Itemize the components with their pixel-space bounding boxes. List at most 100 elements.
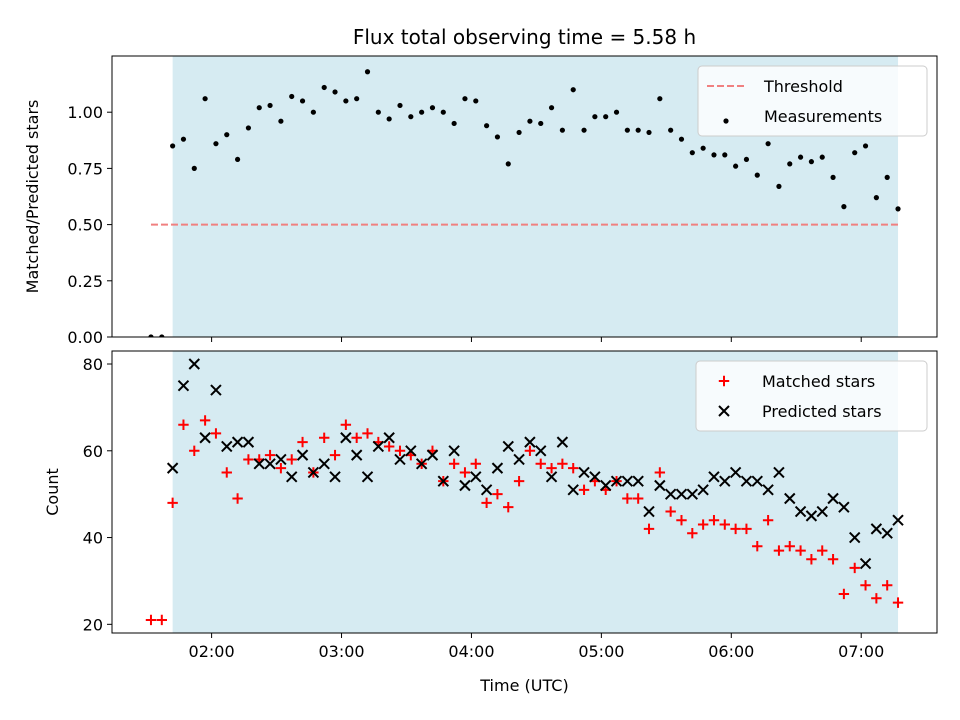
x-tick-label: 07:00 — [838, 642, 884, 661]
x-axis-label: Time (UTC) — [479, 676, 568, 695]
measurements-point — [441, 110, 446, 115]
measurements-point — [830, 175, 835, 180]
measurements-point — [581, 128, 586, 133]
measurements-point — [278, 119, 283, 124]
measurements-point — [408, 114, 413, 119]
measurements-point — [755, 173, 760, 178]
measurements-point — [527, 119, 532, 124]
y-axis-label: Matched/Predicted stars — [23, 100, 42, 294]
measurements-point — [646, 130, 651, 135]
measurements-point — [863, 143, 868, 148]
matched-stars-point — [157, 615, 167, 625]
measurements-point — [820, 155, 825, 160]
measurements-point — [701, 146, 706, 151]
measurements-point — [235, 157, 240, 162]
chart-panel-1: 0.00 0.25 0.50 0.75 1.00 Flux total observing… — [23, 25, 937, 347]
chart-figure: 0.00 0.25 0.50 0.75 1.00 Flux total observing… — [0, 0, 960, 720]
measurements-point — [895, 206, 900, 211]
measurements-point — [343, 98, 348, 103]
y-tick-label: 20 — [83, 615, 103, 634]
legend-measurements-swatch — [723, 118, 728, 123]
measurements-point — [224, 132, 229, 137]
measurements-point — [506, 161, 511, 166]
measurements-point — [203, 96, 208, 101]
measurements-point — [181, 137, 186, 142]
legend-label: Matched stars — [762, 372, 875, 391]
measurements-point — [289, 94, 294, 99]
measurements-point — [419, 110, 424, 115]
measurements-point — [885, 175, 890, 180]
measurements-point — [538, 121, 543, 126]
y-tick-label: 0.75 — [67, 159, 103, 178]
x-tick-label: 03:00 — [318, 642, 364, 661]
measurements-point — [766, 141, 771, 146]
measurements-point — [311, 110, 316, 115]
measurements-point — [300, 98, 305, 103]
measurements-point — [809, 159, 814, 164]
y-tick-label: 40 — [83, 529, 103, 548]
measurements-point — [484, 123, 489, 128]
measurements-point — [733, 164, 738, 169]
measurements-point — [657, 96, 662, 101]
measurements-point — [711, 152, 716, 157]
measurements-point — [430, 105, 435, 110]
y-tick-label: 80 — [83, 355, 103, 374]
measurements-point — [841, 204, 846, 209]
measurements-point — [679, 137, 684, 142]
y-tick-label: 0.00 — [67, 328, 103, 347]
measurements-point — [473, 98, 478, 103]
measurements-point — [213, 141, 218, 146]
measurements-point — [495, 134, 500, 139]
measurements-point — [690, 150, 695, 155]
measurements-point — [170, 143, 175, 148]
measurements-point — [462, 96, 467, 101]
measurements-point — [668, 128, 673, 133]
measurements-point — [787, 161, 792, 166]
measurements-point — [452, 121, 457, 126]
measurements-point — [549, 105, 554, 110]
measurements-point — [722, 152, 727, 157]
legend: Matched stars Predicted stars — [696, 361, 927, 431]
measurements-point — [560, 128, 565, 133]
legend: Threshold Measurements — [698, 66, 927, 136]
measurements-point — [744, 157, 749, 162]
y-tick-label: 0.50 — [67, 216, 103, 235]
measurements-point — [332, 89, 337, 94]
measurements-point — [516, 130, 521, 135]
measurements-point — [571, 87, 576, 92]
measurements-point — [852, 150, 857, 155]
x-tick-label: 05:00 — [578, 642, 624, 661]
measurements-point — [776, 184, 781, 189]
y-tick-label: 60 — [83, 442, 103, 461]
measurements-point — [798, 155, 803, 160]
y-tick-label: 0.25 — [67, 272, 103, 291]
measurements-point — [592, 114, 597, 119]
measurements-point — [246, 125, 251, 130]
chart-panel-2: 02:00 03:00 04:00 05:00 06:00 07:00 20 40 60 80 Co… — [43, 351, 937, 695]
measurements-point — [397, 103, 402, 108]
measurements-point — [614, 110, 619, 115]
x-tick-label: 06:00 — [708, 642, 754, 661]
measurements-point — [603, 114, 608, 119]
matched-stars-point — [146, 615, 156, 625]
legend-label: Measurements — [764, 107, 882, 126]
chart-svg: 0.00 0.25 0.50 0.75 1.00 Flux total observing… — [0, 0, 960, 720]
legend-label: Threshold — [763, 77, 843, 96]
measurements-point — [625, 128, 630, 133]
measurements-point — [267, 103, 272, 108]
measurements-point — [387, 116, 392, 121]
measurements-point — [874, 195, 879, 200]
x-tick-label: 02:00 — [189, 642, 235, 661]
measurements-point — [257, 105, 262, 110]
legend-label: Predicted stars — [762, 402, 882, 421]
measurements-point — [636, 128, 641, 133]
measurements-point — [376, 110, 381, 115]
x-tick-label: 04:00 — [448, 642, 494, 661]
measurements-point — [192, 166, 197, 171]
measurements-point — [354, 96, 359, 101]
y-axis-label: Count — [43, 468, 62, 516]
y-tick-label: 1.00 — [67, 103, 103, 122]
measurements-point — [322, 85, 327, 90]
measurements-point — [365, 69, 370, 74]
chart-title: Flux total observing time = 5.58 h — [353, 25, 696, 49]
